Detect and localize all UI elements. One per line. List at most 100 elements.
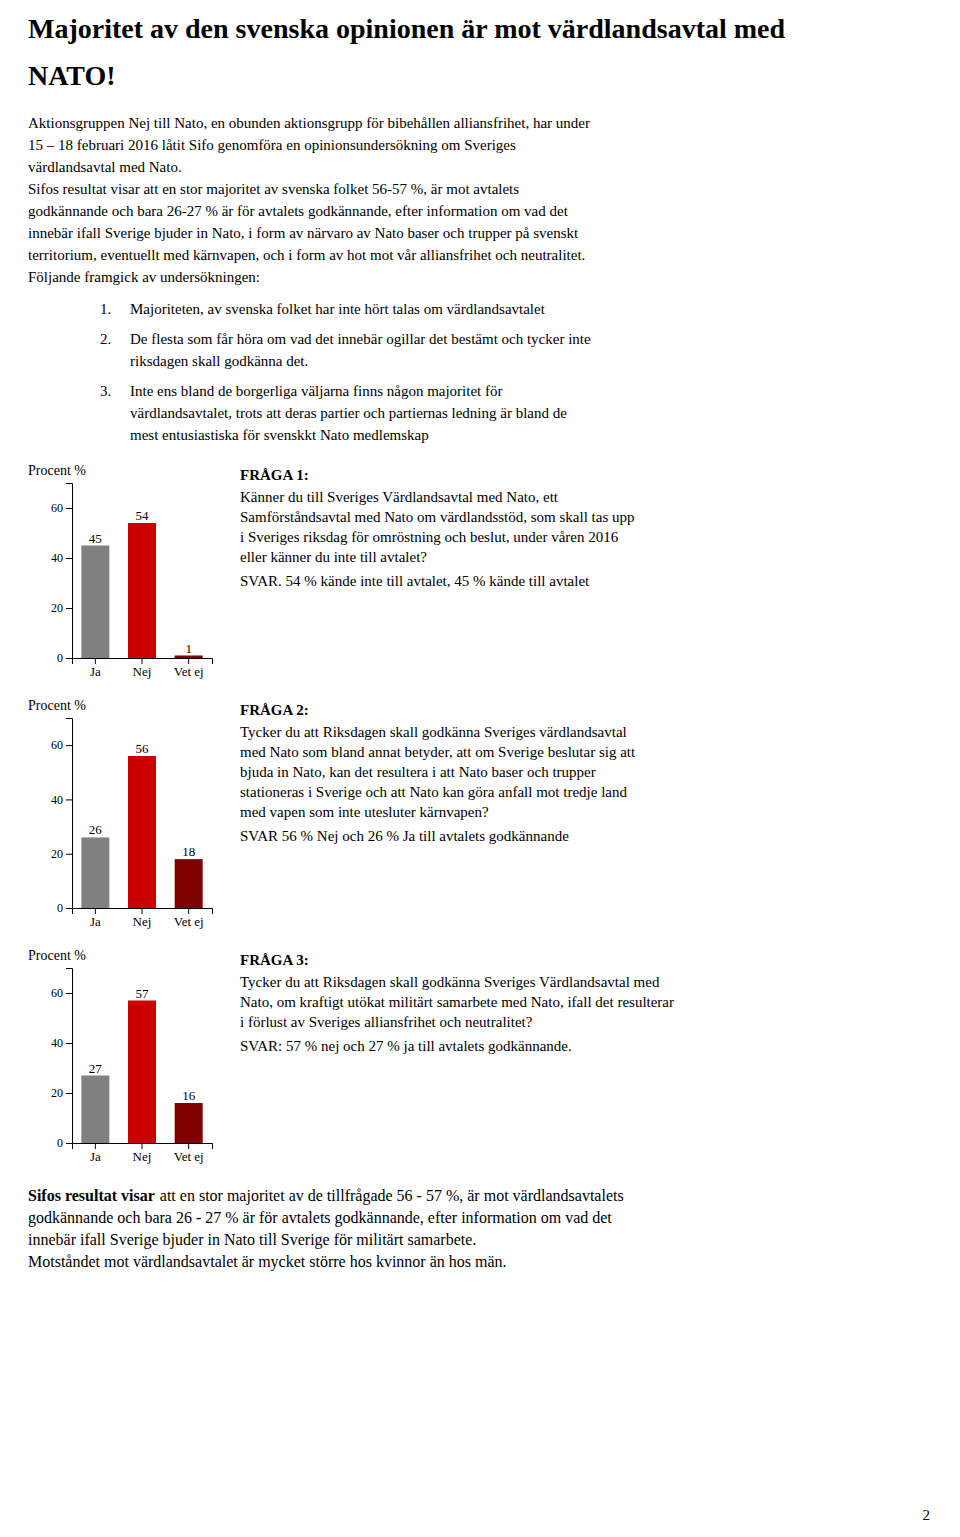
answer: SVAR 56 % Nej och 26 % Ja till avtalets … xyxy=(240,828,569,844)
intro-line: innebär ifall Sverige bjuder in Nato, i … xyxy=(28,225,579,241)
x-tick: Nej xyxy=(133,658,152,679)
y-tick: 20 xyxy=(51,601,72,615)
question-text: med Nato som bland annat betyder, att om… xyxy=(240,744,636,760)
x-tick: Vet ej xyxy=(174,658,204,679)
question-title: FRÅGA 1: xyxy=(240,467,309,483)
x-tick-label: Ja xyxy=(90,664,101,679)
y-tick-label: 40 xyxy=(51,793,63,807)
y-tick: 60 xyxy=(51,501,72,515)
data-label: 27 xyxy=(89,1061,103,1076)
x-tick-mark xyxy=(95,1143,96,1149)
x-tick-mark xyxy=(95,658,96,664)
page-number: 2 xyxy=(923,1507,931,1523)
y-tick-label: 0 xyxy=(57,901,63,915)
y-tick: 60 xyxy=(51,986,72,1000)
y-tick-label: 40 xyxy=(51,551,63,565)
x-tick: Vet ej xyxy=(174,908,204,929)
x-tick: Vet ej xyxy=(174,1143,204,1164)
y-tick-label: 0 xyxy=(57,1136,63,1150)
y-tick-mark xyxy=(66,608,72,609)
y-tick-mark xyxy=(66,799,72,800)
x-tick-mark xyxy=(142,1143,143,1149)
x-tick-label: Nej xyxy=(133,664,152,679)
x-tick-label: Vet ej xyxy=(174,914,204,929)
question-text: bjuda in Nato, kan det resultera i att N… xyxy=(240,764,596,780)
answer: SVAR. 54 % kände inte till avtalet, 45 %… xyxy=(240,573,590,589)
bullet-line: De flesta som får höra om vad det innebä… xyxy=(130,331,591,347)
title: NATO! xyxy=(28,60,116,91)
y-tick-mark xyxy=(66,993,72,994)
bar xyxy=(128,756,156,908)
y-tick: 60 xyxy=(51,738,72,752)
intro-line: Följande framgick av undersökningen: xyxy=(28,269,260,285)
x-tick-label: Ja xyxy=(90,1149,101,1164)
question-text: Tycker du att Riksdagen skall godkänna S… xyxy=(240,724,627,740)
intro-line: godkännande och bara 26-27 % är för avta… xyxy=(28,203,569,219)
y-tick-label: 20 xyxy=(51,847,63,861)
footer-lead: Sifos resultat visar xyxy=(28,1187,155,1204)
question-text: Samförståndsavtal med Nato om värdlandss… xyxy=(240,509,635,525)
bar xyxy=(81,837,109,908)
x-tick-label: Nej xyxy=(133,1149,152,1164)
y-tick-label: 20 xyxy=(51,601,63,615)
y-tick-mark xyxy=(66,558,72,559)
y-tick-mark xyxy=(66,854,72,855)
question-text: med vapen som inte utesluter kärnvapen? xyxy=(240,804,489,820)
x-tick: Nej xyxy=(133,908,152,929)
question-title: FRÅGA 2: xyxy=(240,702,309,718)
y-tick-label: 60 xyxy=(51,738,63,752)
y-axis-line xyxy=(66,719,73,909)
bullet-line: Inte ens bland de borgerliga väljarna fi… xyxy=(130,383,503,399)
intro-line: värdlandsavtal med Nato. xyxy=(28,159,182,175)
background xyxy=(0,0,960,1537)
question-text: eller känner du inte till avtalet? xyxy=(240,549,427,565)
bar xyxy=(128,523,156,658)
y-tick: 40 xyxy=(51,1036,72,1050)
y-tick: 0 xyxy=(57,901,72,915)
data-label: 26 xyxy=(89,822,103,837)
footer-line: Motståndet mot värdlandsavtalet är mycke… xyxy=(28,1253,507,1271)
x-axis: Ja Nej Vet ej xyxy=(73,1143,213,1164)
question-title: FRÅGA 3: xyxy=(240,952,309,968)
y-tick-label: 60 xyxy=(51,501,63,515)
bar xyxy=(175,859,203,908)
bars xyxy=(81,756,202,908)
x-tick-label: Vet ej xyxy=(174,664,204,679)
footer-line: innebär ifall Sverige bjuder in Nato til… xyxy=(28,1231,476,1249)
data-label: 56 xyxy=(136,741,150,756)
chart: Procent %0204060JaNejVet ej45541FRÅGA 1:… xyxy=(28,463,635,680)
y-tick: 40 xyxy=(51,793,72,807)
y-axis-line xyxy=(66,969,73,1144)
x-tick: Ja xyxy=(90,658,101,679)
question-text: i Sveriges riksdag för omröstning och be… xyxy=(240,529,619,545)
x-tick-mark xyxy=(142,658,143,664)
y-axis-label: Procent % xyxy=(28,698,86,713)
intro-line: Aktionsgruppen Nej till Nato, en obunden… xyxy=(28,115,590,131)
bars xyxy=(81,523,202,658)
data-label: 1 xyxy=(185,641,192,656)
x-tick-mark xyxy=(188,658,189,664)
y-tick-label: 40 xyxy=(51,1036,63,1050)
question-text: i förlust av Sveriges alliansfrihet och … xyxy=(240,1014,533,1030)
y-tick-mark xyxy=(66,658,72,659)
x-axis-line xyxy=(73,909,213,915)
footer-line: att en stor majoritet av de tillfrågade … xyxy=(160,1187,624,1205)
bar xyxy=(175,1103,203,1143)
x-tick-label: Vet ej xyxy=(174,1149,204,1164)
bar xyxy=(81,546,109,659)
x-tick-label: Ja xyxy=(90,914,101,929)
y-tick-mark xyxy=(66,508,72,509)
y-axis-line xyxy=(66,484,73,659)
bullet-number: 3. xyxy=(100,383,111,399)
y-tick: 20 xyxy=(51,1086,72,1100)
y-tick-label: 20 xyxy=(51,1086,63,1100)
intro-line: territorium, eventuellt med kärnvapen, o… xyxy=(28,247,585,263)
y-tick-mark xyxy=(66,745,72,746)
x-axis: Ja Nej Vet ej xyxy=(73,658,213,679)
x-tick-label: Nej xyxy=(133,914,152,929)
data-label: 54 xyxy=(136,508,150,523)
chart: Procent %0204060JaNejVet ej275716FRÅGA 3… xyxy=(28,948,674,1165)
y-tick: 20 xyxy=(51,847,72,861)
y-axis: 0 20 40 60 xyxy=(51,969,73,1151)
x-tick-mark xyxy=(188,908,189,914)
